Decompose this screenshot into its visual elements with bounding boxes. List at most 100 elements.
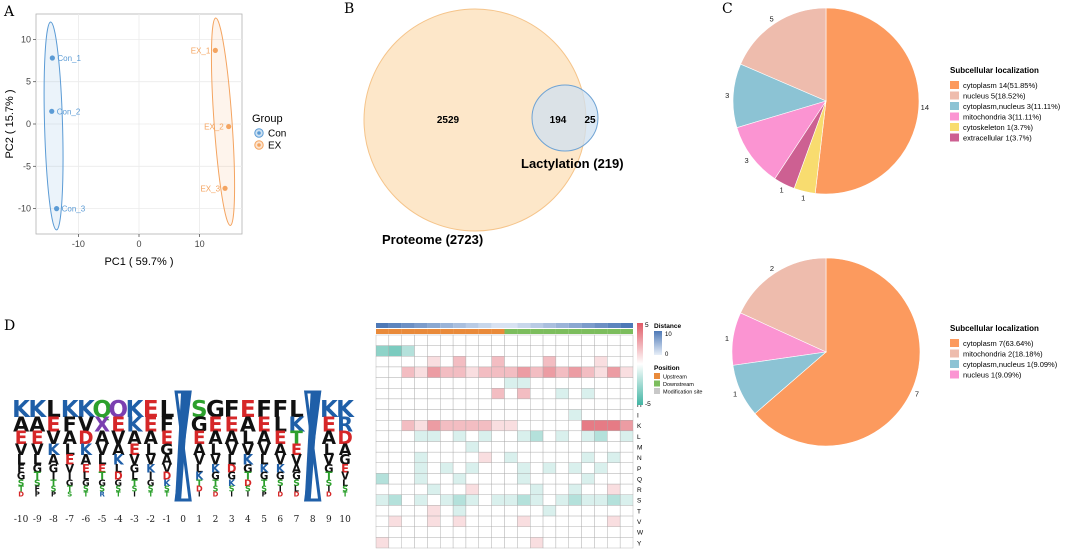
- logo-position-label: -8: [49, 515, 58, 525]
- pca-tick-label-y: 0: [26, 119, 31, 129]
- heatmap-cell: [568, 537, 582, 549]
- heatmap-cell: [440, 451, 454, 463]
- heatmap-cell: [388, 409, 402, 421]
- heatmap-cell: [504, 377, 518, 389]
- pie-legend-key: [950, 370, 959, 379]
- logo-letter: V: [111, 428, 126, 449]
- logo-letter: E: [15, 428, 28, 449]
- heatmap-cell: [594, 505, 608, 517]
- heatmap-cell: [594, 526, 608, 538]
- pie-slice-label: 1: [725, 334, 729, 343]
- heatmap-cell: [427, 515, 441, 527]
- heatmap-cell: [555, 409, 569, 421]
- logo-letter: K: [61, 397, 80, 423]
- heatmap-cell: [581, 494, 595, 506]
- heatmap-cell: [440, 537, 454, 549]
- logo-letter: G: [243, 462, 252, 476]
- heatmap-cell: [517, 388, 531, 400]
- panel-label-d: D: [4, 318, 15, 334]
- heatmap-cell: [375, 537, 390, 549]
- heatmap-cell: [619, 441, 634, 453]
- heatmap-cell: [427, 377, 441, 389]
- heatmap-cell: [568, 409, 582, 421]
- logo-letter: K: [228, 478, 236, 489]
- logo-letter: S: [51, 485, 57, 494]
- heatmap-cell: [375, 366, 390, 378]
- heatmap-cell: [491, 526, 505, 538]
- pie-legend-label: cytoplasm 14(51.85%): [963, 81, 1038, 90]
- heatmap-cell: [607, 409, 621, 421]
- logo-letter: L: [33, 453, 42, 469]
- logo-letter: V: [145, 453, 156, 469]
- pie-legend-key: [950, 112, 959, 121]
- logo-letter: T: [261, 478, 268, 489]
- heatmap-cell: [465, 441, 480, 453]
- logo-letter: D: [337, 428, 352, 449]
- heatmap-cell: [440, 505, 454, 517]
- heatmap-cell: [542, 398, 557, 410]
- pca-tick-label-y: 10: [21, 34, 31, 44]
- heatmap-cell: [440, 430, 454, 442]
- logo-letter: G: [98, 478, 106, 489]
- heatmap-row-label: P: [637, 466, 641, 473]
- heatmap-cell: [427, 441, 441, 453]
- heatmap-cell: [542, 345, 557, 357]
- logo-position-label: -9: [33, 515, 42, 525]
- logo-letter: I: [230, 490, 233, 498]
- logo-position-label: 9: [326, 515, 332, 525]
- pie-legend-key: [950, 360, 959, 368]
- heatmap-cell: [427, 451, 441, 463]
- heatmap-row-label: W: [637, 530, 644, 537]
- heatmap-cell: [414, 345, 428, 357]
- heatmap-cell: [530, 494, 544, 506]
- logo-letter: G: [211, 471, 220, 483]
- heatmap-cell: [491, 494, 505, 506]
- heatmap-cell: [388, 526, 402, 538]
- heatmap-cell: [440, 483, 454, 495]
- pie-legend-label: nucleus 1(9.09%): [963, 371, 1022, 380]
- logo-letter: V: [96, 440, 109, 459]
- heatmap-cell: [568, 451, 582, 463]
- heatmap-cell: [465, 377, 480, 389]
- logo-position-label: 10: [339, 515, 351, 525]
- pca-point-label: EX_1: [191, 46, 211, 55]
- heatmap-distance-cell: [401, 323, 415, 328]
- heatmap-position-cell: [581, 329, 595, 334]
- heatmap-cell: [504, 420, 518, 432]
- heatmap-cell: [375, 420, 390, 432]
- pca-legend-dot: [257, 143, 261, 147]
- heatmap-row-label: M: [637, 444, 642, 451]
- heatmap-cell: [619, 420, 634, 432]
- logo-letter: R: [337, 412, 353, 436]
- heatmap-cell: [568, 494, 582, 506]
- heatmap-cell: [375, 409, 390, 421]
- heatmap-cell: [607, 537, 621, 549]
- heatmap-cell: [568, 483, 582, 495]
- heatmap-distance-cell: [543, 323, 556, 328]
- logo-letter: A: [63, 428, 78, 449]
- heatmap-cell: [568, 377, 582, 389]
- heatmap-colorbar: [637, 323, 643, 405]
- heatmap-cell: [542, 526, 557, 538]
- logo-letter: A: [162, 453, 173, 469]
- heatmap-cell: [375, 483, 390, 495]
- logo-letter: T: [18, 485, 24, 494]
- heatmap-cell: [504, 473, 518, 485]
- heatmap-cell: [427, 356, 441, 368]
- logo-letter: E: [274, 428, 287, 449]
- logo-letter: T: [34, 471, 41, 483]
- logo-letter: I: [133, 490, 136, 498]
- heatmap-cell: [440, 334, 454, 346]
- logo-letter: T: [148, 490, 153, 498]
- heatmap-cell: [568, 420, 582, 432]
- logo-letter: S: [261, 485, 267, 494]
- heatmap-cell: [478, 483, 492, 495]
- heatmap-position-cell: [620, 329, 633, 334]
- heatmap-cell: [504, 526, 518, 538]
- logo-letter: D: [78, 428, 93, 449]
- logo-letter: I: [68, 471, 72, 483]
- pie-legend-label: cytoplasm,nucleus 3(11.11%): [963, 102, 1061, 111]
- pie-legend-label: extracellular 1(3.7%): [963, 134, 1032, 143]
- heatmap-cell: [414, 483, 428, 495]
